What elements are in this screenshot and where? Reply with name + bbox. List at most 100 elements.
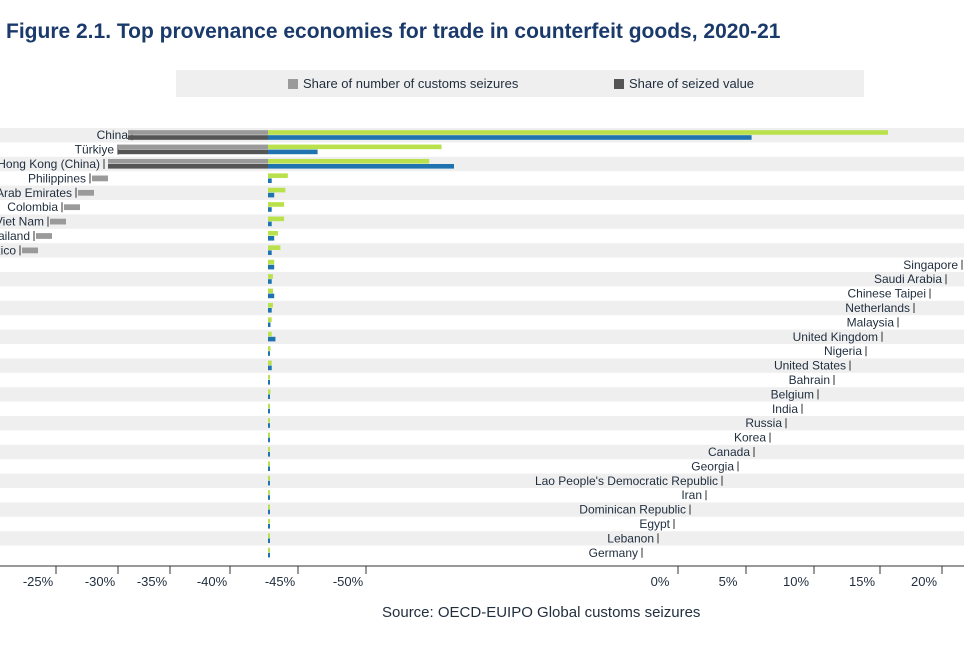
bar-value: [268, 308, 272, 313]
bar-value: [268, 495, 270, 500]
bar-seizures-leader: [118, 144, 268, 150]
x-tick-label: -40%: [197, 574, 228, 589]
bar-seizures: [268, 504, 270, 510]
bar-seizures: [268, 518, 270, 524]
bar-value: [268, 480, 270, 486]
bar-seizures: [268, 346, 271, 351]
category-label: Türkiye: [75, 143, 115, 157]
x-tick-label: -25%: [23, 574, 54, 589]
bar-seizures: [268, 144, 442, 150]
bar-value: [268, 380, 270, 385]
bar-seizures: [268, 446, 270, 452]
row-band: [0, 502, 964, 517]
source-note: Source: OECD-EUIPO Global customs seizur…: [382, 604, 701, 621]
legend: Share of number of customs seizures Shar…: [176, 70, 864, 97]
bar-seizures-leader: [108, 158, 268, 164]
bar-value: [268, 164, 454, 169]
bar-seizures: [268, 230, 278, 236]
category-label: China: [97, 128, 129, 142]
bar-seizures: [268, 461, 270, 466]
bar-value: [268, 452, 270, 457]
legend-label-value: Share of seized value: [629, 76, 755, 91]
bar-seizures: [268, 259, 275, 265]
bar-value: [268, 178, 272, 184]
category-label: Philippines: [28, 171, 86, 185]
category-label: Nigeria: [824, 344, 862, 358]
category-label: Chinese Taipei: [848, 287, 927, 301]
bar-seizures: [268, 173, 288, 178]
category-label: India: [772, 402, 798, 416]
bar-seizures: [268, 331, 272, 337]
bar-value: [268, 192, 275, 198]
x-tick-label: 15%: [849, 574, 875, 589]
category-label: Singapore: [903, 258, 958, 272]
chart-title: Figure 2.1. Top provenance economies for…: [6, 20, 781, 43]
x-tick-label: -45%: [265, 574, 296, 589]
category-label: Germany: [589, 546, 638, 560]
bar-seizures: [268, 360, 272, 366]
category-label: Netherlands: [845, 301, 910, 315]
category-label: Malaysia: [847, 315, 895, 329]
x-tick-label: -30%: [85, 574, 116, 589]
bar-value-leader: [118, 149, 268, 155]
x-tick-label: 20%: [911, 574, 937, 589]
x-tick-label: 10%: [783, 574, 809, 589]
x-tick-label: 5%: [719, 574, 738, 589]
bar-seizures: [268, 418, 270, 423]
legend-item-seizures: Share of number of customs seizures: [288, 76, 518, 91]
bar-seizures: [268, 374, 270, 380]
category-label: Dominican Republic: [579, 503, 686, 517]
bar-seizures-gray: [36, 233, 52, 239]
row-band: [0, 531, 964, 546]
bar-value: [268, 365, 272, 371]
bar-seizures: [268, 432, 270, 438]
bar-seizures-gray: [78, 189, 94, 196]
category-label: Mexico: [0, 243, 16, 257]
category-label: Viet Nam: [0, 215, 44, 229]
bar-value: [268, 322, 271, 328]
bar-value: [268, 351, 270, 356]
row-band: [0, 185, 964, 200]
bar-seizures: [268, 389, 271, 394]
bar-value: [268, 394, 270, 400]
x-tick-label: -35%: [137, 574, 168, 589]
category-label: Georgia: [691, 459, 734, 473]
category-label: Canada: [708, 445, 750, 459]
bar-seizures-gray: [50, 218, 66, 225]
row-band: [0, 329, 964, 344]
category-label: Saudi Arabia: [874, 272, 942, 286]
category-label: Lao People's Democratic Republic: [535, 474, 718, 488]
bar-value: [268, 423, 270, 428]
bar-value: [268, 221, 272, 227]
bar-seizures: [268, 547, 270, 553]
legend-swatch-seizures: [288, 78, 298, 89]
bar-seizures: [268, 202, 285, 207]
bar-seizures: [268, 187, 286, 193]
bar-seizures: [268, 302, 273, 308]
bar-value: [268, 336, 276, 342]
bar-value: [268, 279, 272, 284]
category-label: Iran: [681, 488, 702, 502]
row-band: [0, 300, 964, 316]
bar-value: [268, 524, 270, 529]
bar-seizures: [268, 475, 270, 481]
bar-seizures: [268, 403, 270, 409]
category-label: Bahrain: [789, 373, 830, 387]
bar-seizures: [268, 533, 270, 538]
legend-swatch-value: [614, 78, 624, 89]
bar-seizures-gray: [22, 247, 38, 254]
bar-value: [268, 236, 275, 241]
bar-value: [268, 207, 272, 212]
category-label: Russia: [745, 416, 782, 430]
bar-value: [268, 264, 275, 270]
bar-seizures: [268, 288, 273, 294]
row-band: [0, 387, 964, 402]
bar-value: [268, 250, 272, 256]
legend-label-seizures: Share of number of customs seizures: [303, 76, 519, 91]
category-label: Belgium: [771, 387, 814, 401]
bar-seizures: [268, 490, 270, 495]
row-band: [0, 214, 964, 229]
row-band: [0, 243, 964, 258]
bar-seizures: [268, 274, 273, 279]
